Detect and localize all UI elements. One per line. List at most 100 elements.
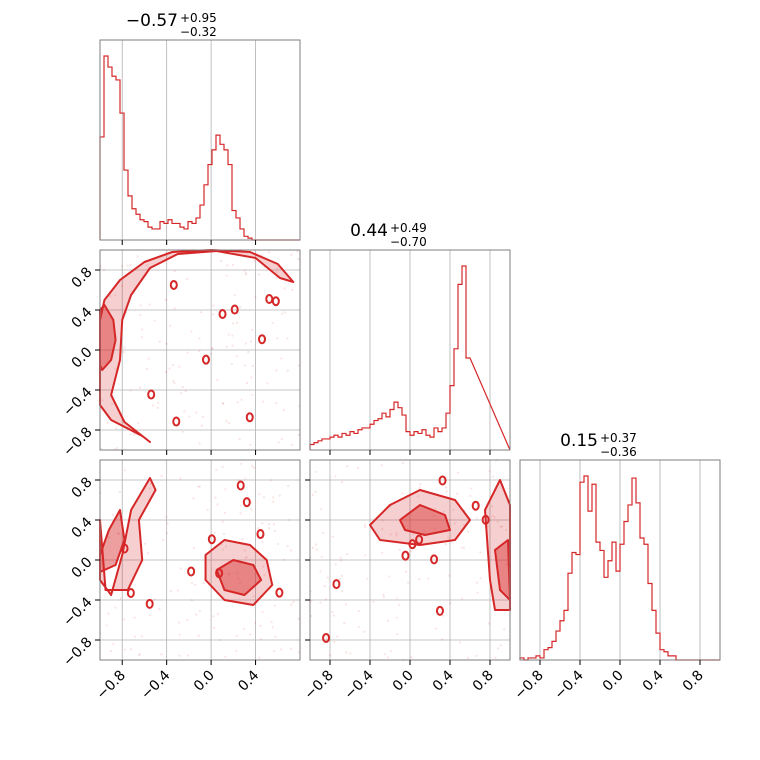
sample-point bbox=[382, 595, 386, 599]
histogram-title-value-1: 0.44 bbox=[350, 221, 388, 241]
sample-point bbox=[235, 634, 238, 637]
sample-point bbox=[286, 337, 289, 340]
sample-point bbox=[122, 351, 125, 354]
sample-point bbox=[210, 352, 213, 355]
sample-point bbox=[231, 344, 234, 347]
sample-point bbox=[326, 637, 329, 640]
sample-point bbox=[103, 268, 106, 272]
sample-point bbox=[475, 654, 478, 657]
sample-point bbox=[240, 462, 243, 465]
sample-point bbox=[441, 638, 444, 641]
sample-point bbox=[295, 250, 299, 253]
contour-panel-1-2 bbox=[305, 459, 511, 665]
contour-island bbox=[332, 579, 341, 590]
sample-point bbox=[398, 603, 401, 606]
sample-point bbox=[283, 311, 286, 314]
contour-line-inner bbox=[215, 559, 263, 596]
sample-point bbox=[288, 518, 291, 522]
sample-point bbox=[366, 577, 369, 581]
sample-point bbox=[168, 367, 171, 370]
histogram-title-upper-2: +0.37 bbox=[600, 431, 637, 445]
sample-point bbox=[329, 654, 332, 657]
x-tick-label: 0.8 bbox=[680, 668, 707, 695]
sample-point bbox=[106, 421, 109, 424]
sample-point bbox=[227, 421, 231, 425]
sample-point bbox=[479, 577, 482, 580]
sample-point bbox=[488, 469, 491, 473]
sample-point bbox=[311, 493, 314, 497]
sample-point bbox=[491, 475, 495, 478]
sample-point bbox=[456, 471, 459, 474]
contour-island bbox=[430, 554, 439, 565]
sample-point bbox=[460, 546, 464, 549]
sample-point bbox=[263, 573, 266, 577]
histogram-title-lower-2: −0.36 bbox=[600, 445, 637, 459]
x-tick-label: 0.8 bbox=[470, 668, 497, 695]
sample-point bbox=[386, 656, 389, 659]
sample-point bbox=[202, 582, 205, 585]
sample-point bbox=[251, 328, 254, 331]
contour-island bbox=[145, 598, 154, 609]
sample-point bbox=[146, 551, 149, 555]
histogram-line-0 bbox=[99, 55, 300, 241]
sample-point bbox=[138, 386, 141, 389]
sample-point bbox=[381, 528, 384, 531]
panel-frame bbox=[99, 39, 301, 241]
contour-island bbox=[415, 534, 424, 545]
sample-point bbox=[282, 558, 285, 561]
sample-point bbox=[165, 515, 168, 519]
sample-point bbox=[153, 598, 156, 601]
sample-point bbox=[200, 424, 203, 427]
x-tick-label: −0.4 bbox=[138, 667, 173, 702]
sample-point bbox=[190, 581, 194, 584]
sample-point bbox=[418, 578, 421, 581]
contour-island bbox=[147, 389, 156, 400]
sample-point bbox=[276, 337, 279, 340]
sample-point bbox=[253, 259, 256, 262]
sample-point bbox=[398, 548, 401, 551]
sample-point bbox=[173, 270, 176, 273]
sample-point bbox=[401, 461, 404, 465]
sample-point bbox=[389, 649, 392, 653]
contour-island bbox=[481, 514, 490, 525]
sample-point bbox=[357, 625, 360, 629]
sample-point bbox=[169, 324, 172, 327]
sample-point bbox=[447, 536, 450, 539]
y-tick-label: 0.4 bbox=[69, 304, 96, 331]
sample-point bbox=[227, 573, 230, 576]
sample-point bbox=[343, 622, 346, 625]
sample-point bbox=[230, 363, 234, 366]
sample-point bbox=[231, 322, 235, 325]
sample-point bbox=[396, 597, 399, 600]
sample-point bbox=[491, 505, 494, 508]
sample-point bbox=[435, 627, 438, 630]
sample-point bbox=[297, 617, 300, 621]
sample-point bbox=[363, 523, 367, 526]
sample-point bbox=[173, 307, 176, 310]
sample-point bbox=[178, 633, 181, 636]
sample-point bbox=[224, 488, 227, 491]
sample-point bbox=[427, 577, 430, 580]
sample-point bbox=[271, 496, 275, 499]
sample-point bbox=[486, 525, 490, 528]
sample-point bbox=[166, 522, 169, 525]
sample-point bbox=[290, 603, 293, 606]
sample-point bbox=[121, 285, 124, 288]
sample-point bbox=[148, 487, 151, 490]
sample-point bbox=[257, 273, 261, 276]
contour-island bbox=[438, 475, 447, 486]
sample-point bbox=[372, 600, 375, 604]
histogram-line-1 bbox=[309, 265, 511, 451]
sample-point bbox=[332, 614, 336, 617]
sample-point bbox=[499, 644, 502, 647]
sample-point bbox=[198, 349, 201, 353]
sample-point bbox=[326, 576, 329, 579]
histogram-title-value-0: −0.57 bbox=[126, 11, 178, 31]
sample-point bbox=[225, 274, 228, 277]
sample-point bbox=[356, 466, 359, 469]
sample-point bbox=[238, 581, 242, 584]
histogram-panel-2: 0.15 +0.37−0.36 bbox=[519, 431, 721, 665]
sample-point bbox=[254, 621, 257, 624]
sample-point bbox=[140, 328, 144, 331]
sample-point bbox=[496, 520, 499, 523]
